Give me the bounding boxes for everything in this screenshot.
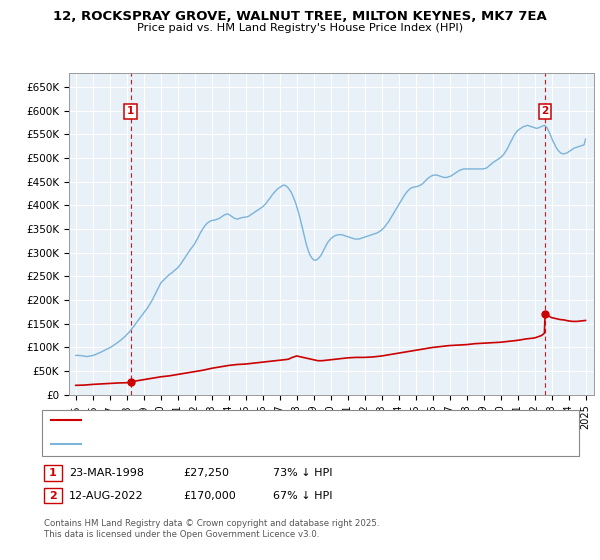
Text: 12, ROCKSPRAY GROVE, WALNUT TREE, MILTON KEYNES, MK7 7EA: 12, ROCKSPRAY GROVE, WALNUT TREE, MILTON… <box>53 10 547 22</box>
Text: 23-MAR-1998: 23-MAR-1998 <box>69 468 144 478</box>
Text: 12-AUG-2022: 12-AUG-2022 <box>69 491 143 501</box>
Text: £170,000: £170,000 <box>183 491 236 501</box>
Text: 1: 1 <box>49 468 56 478</box>
Text: 2: 2 <box>49 491 56 501</box>
Text: £27,250: £27,250 <box>183 468 229 478</box>
Text: 12, ROCKSPRAY GROVE, WALNUT TREE, MILTON KEYNES, MK7 7EA (detached house): 12, ROCKSPRAY GROVE, WALNUT TREE, MILTON… <box>84 415 497 425</box>
Text: 67% ↓ HPI: 67% ↓ HPI <box>273 491 332 501</box>
Text: Contains HM Land Registry data © Crown copyright and database right 2025.
This d: Contains HM Land Registry data © Crown c… <box>44 519 379 539</box>
Text: 1: 1 <box>127 106 134 116</box>
Text: HPI: Average price, detached house, Milton Keynes: HPI: Average price, detached house, Milt… <box>84 439 333 449</box>
Text: Price paid vs. HM Land Registry's House Price Index (HPI): Price paid vs. HM Land Registry's House … <box>137 23 463 33</box>
Text: 73% ↓ HPI: 73% ↓ HPI <box>273 468 332 478</box>
Text: 2: 2 <box>541 106 548 116</box>
